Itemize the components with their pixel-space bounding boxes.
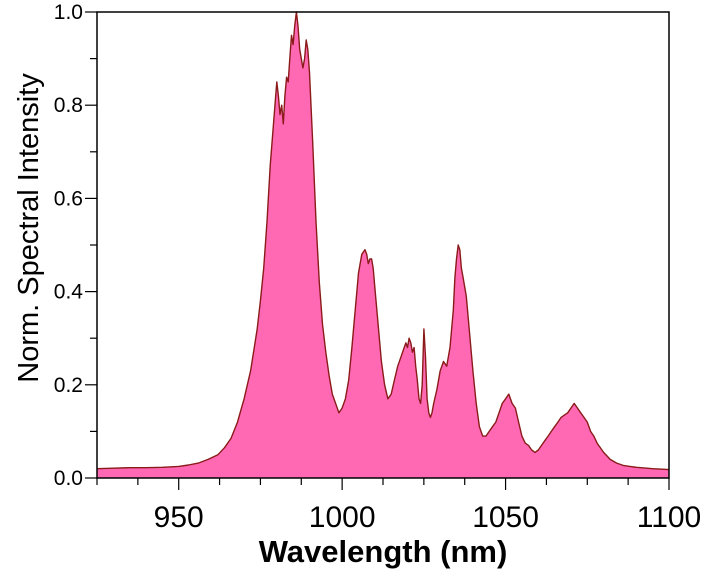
y-tick-label: 0.4: [54, 281, 84, 304]
x-tick-label: 1000: [309, 501, 376, 534]
y-tick-label: 0.0: [54, 467, 83, 490]
plot-area: [96, 11, 670, 478]
spectrum-line-0: [96, 11, 670, 471]
x-axis-title: Wavelength (nm): [259, 534, 508, 569]
y-tick-label: 0.8: [54, 94, 83, 117]
y-tick-label: 0.6: [54, 187, 83, 210]
axes: 950 1000 1050 1100 0.0 0.2 0.4 0.6 0.8 1.0: [54, 1, 701, 534]
spectrum-area-0: [97, 12, 669, 478]
x-tick-label: 1100: [637, 501, 702, 534]
y-tick-label: 1.0: [54, 1, 83, 24]
y-tick-label: 0.2: [54, 374, 83, 397]
x-tick-label: 1050: [472, 501, 539, 534]
y-axis-title: Norm. Spectral Intensity: [13, 73, 45, 383]
x-tick-label: 950: [154, 501, 204, 534]
